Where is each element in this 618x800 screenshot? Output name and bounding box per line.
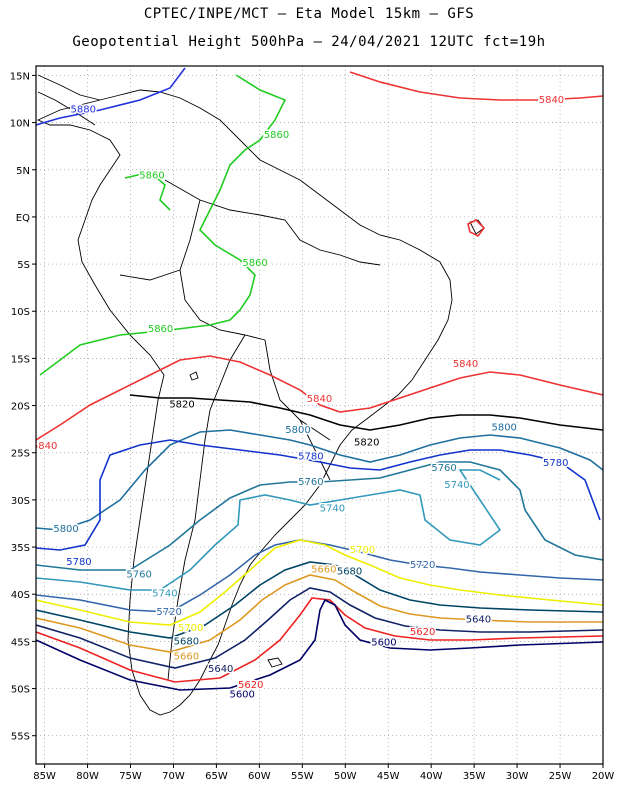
contour-label: 5720 <box>156 607 181 618</box>
contour-label: 5760 <box>126 569 151 580</box>
central-america-coastline <box>37 74 101 126</box>
contour-label: 5720 <box>410 560 435 571</box>
contour-5600 <box>36 598 603 691</box>
tick-label-lon: 75W <box>119 771 142 782</box>
contour-5880 <box>36 67 186 126</box>
contour-label: 5760 <box>298 477 323 488</box>
contour-label: 5840 <box>539 95 564 106</box>
contour-5840-mid <box>36 355 603 441</box>
contour-label: 5860 <box>264 130 289 141</box>
contour-5800 <box>36 429 603 531</box>
country-borders <box>119 179 381 681</box>
contour-label: 5660 <box>174 652 199 663</box>
contour-label: 5640 <box>466 615 491 626</box>
map-title-line-2: Geopotential Height 500hPa – 24/04/2021 … <box>72 34 546 50</box>
contour-5620 <box>36 597 603 683</box>
tick-label-lat: 55S <box>11 732 30 743</box>
tick-label-lon: 35W <box>463 771 486 782</box>
contour-5820 <box>129 394 603 431</box>
contour-label: 5780 <box>298 452 323 463</box>
contour-label: 5820 <box>169 400 194 411</box>
contour-label: 5800 <box>285 425 310 436</box>
tick-label-lat: 25S <box>11 449 30 460</box>
tick-label-lon: 45W <box>377 771 400 782</box>
tick-label-lon: 25W <box>549 771 572 782</box>
contour-label: 5680 <box>174 636 199 647</box>
south-america-coastline <box>36 89 453 716</box>
tick-label-lon: 50W <box>334 771 357 782</box>
tick-label-lat: 30S <box>11 496 30 507</box>
contour-5840-island <box>467 219 486 238</box>
contour-label: 5780 <box>543 458 568 469</box>
contour-5680 <box>36 561 603 639</box>
contour-label: 5860 <box>139 170 164 181</box>
contour-lines <box>36 67 603 691</box>
tick-label-lat: 10N <box>10 119 30 130</box>
contour-label: 5600 <box>371 637 396 648</box>
contour-label: 5740 <box>444 480 469 491</box>
contour-label: 5840 <box>453 359 478 370</box>
contour-label: 5620 <box>238 680 263 691</box>
contour-label: 5700 <box>350 545 375 556</box>
contour-label: 5860 <box>148 324 173 335</box>
tick-label-lon: 85W <box>33 771 56 782</box>
tick-label-lon: 40W <box>420 771 443 782</box>
tick-label-lon: 65W <box>205 771 228 782</box>
axis-ticks: 85W 80W 75W 70W 65W 60W 55W 50W 45W 40W 35W 30W 25W 2… <box>10 71 615 782</box>
contour-label: 5800 <box>491 422 516 433</box>
contour-5760 <box>36 461 603 571</box>
tick-label-lat: 15N <box>10 71 30 82</box>
contour-label: 5700 <box>178 623 203 634</box>
contour-5740 <box>36 469 502 591</box>
contour-label: 5740 <box>320 503 345 514</box>
tick-label-lat: 10S <box>11 307 30 318</box>
contour-5700 <box>36 539 603 626</box>
contour-labels: 5880 5860 5860 5860 5860 5840 5840 5840 5840 5820… <box>32 94 570 702</box>
tick-label-lon: 55W <box>291 771 314 782</box>
contour-label: 5780 <box>66 557 91 568</box>
contour-5840-north <box>349 71 603 101</box>
contour-label: 5760 <box>431 463 456 474</box>
tick-label-lat: 5S <box>17 260 30 271</box>
tick-label-lon: 60W <box>248 771 271 782</box>
tick-label-lon: 80W <box>76 771 99 782</box>
map-title-line-1: CPTEC/INPE/MCT – Eta Model 15km – GFS <box>143 6 475 22</box>
tick-label-lon: 20W <box>592 771 615 782</box>
contour-label: 5680 <box>337 567 362 578</box>
contour-5780 <box>36 439 601 551</box>
contour-label: 5860 <box>242 258 267 269</box>
contour-label: 5800 <box>53 524 78 535</box>
tick-label-lat: 20S <box>11 402 30 413</box>
contour-label: 5880 <box>71 104 96 115</box>
contour-5860-small <box>124 171 171 211</box>
tick-label-lat: 40S <box>11 590 30 601</box>
contour-label: 5740 <box>152 588 177 599</box>
map-frame <box>35 65 604 765</box>
contour-label: 5840 <box>307 394 332 405</box>
lake-titicaca <box>189 371 199 381</box>
coastlines-and-borders <box>36 74 485 716</box>
tick-label-lat: 50S <box>11 685 30 696</box>
contour-5640 <box>36 587 603 669</box>
tick-label-lon: 70W <box>162 771 185 782</box>
contour-label: 5820 <box>354 437 379 448</box>
contour-label: 5640 <box>208 664 233 675</box>
tick-label-lat: 15S <box>11 354 30 365</box>
tick-label-lat: EQ <box>16 213 30 224</box>
contour-5720 <box>36 539 603 613</box>
tick-label-lat: 35S <box>11 543 30 554</box>
falkland-islands <box>267 657 283 668</box>
tick-label-lat: 45S <box>11 637 30 648</box>
contour-label: 5840 <box>32 441 57 452</box>
contour-label: 5600 <box>229 689 254 700</box>
contour-label: 5660 <box>311 565 336 576</box>
contour-label: 5620 <box>410 627 435 638</box>
tick-label-lon: 30W <box>506 771 529 782</box>
lat-lon-grid <box>36 66 604 764</box>
tick-label-lat: 5N <box>16 166 30 177</box>
contour-5660 <box>36 574 603 653</box>
contour-5860-north <box>39 74 287 376</box>
